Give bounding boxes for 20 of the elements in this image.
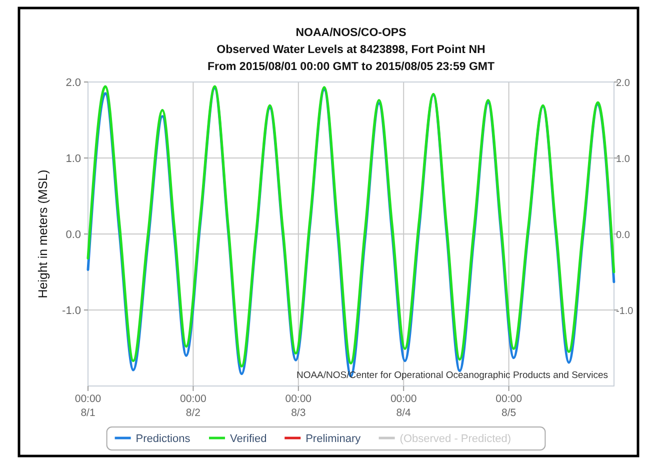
chart-subtitle: Observed Water Levels at 8423898, Fort Point NH From 2015/08/01 00:00 GMT to 2015/08/05 23:59 GMT xyxy=(207,44,495,73)
y2-tick-label: 0.0 xyxy=(616,230,630,241)
x-tick-label: 00:00 8/2 xyxy=(180,393,206,419)
y-axis-title: Height in meters (MSL) xyxy=(36,170,50,298)
y-tick-label: -1.0 xyxy=(62,305,81,317)
x-tick-label: 00:00 8/5 xyxy=(496,393,522,419)
x-tick-label: 00:00 8/1 xyxy=(74,393,102,419)
y2-tick-label: 1.0 xyxy=(616,154,630,165)
legend-label: Verified xyxy=(230,433,267,445)
y-tick-label: 2.0 xyxy=(66,77,81,89)
y2-tick-label: -1.0 xyxy=(616,306,634,317)
y-tick-label: 0.0 xyxy=(66,229,81,241)
x-tick-label: 00:00 8/3 xyxy=(285,393,312,419)
annotation: NOAA/NOS/Center for Operational Oceanographic Products and Services xyxy=(296,370,608,381)
y2-tick-label: 2.0 xyxy=(616,78,630,89)
legend-label: Predictions xyxy=(136,433,191,445)
y-tick-label: 1.0 xyxy=(66,153,81,165)
x-tick-label: 00:00 8/4 xyxy=(390,393,417,419)
chart-title: NOAA/NOS/CO-OPS xyxy=(296,27,407,39)
legend-label: Preliminary xyxy=(306,433,362,445)
